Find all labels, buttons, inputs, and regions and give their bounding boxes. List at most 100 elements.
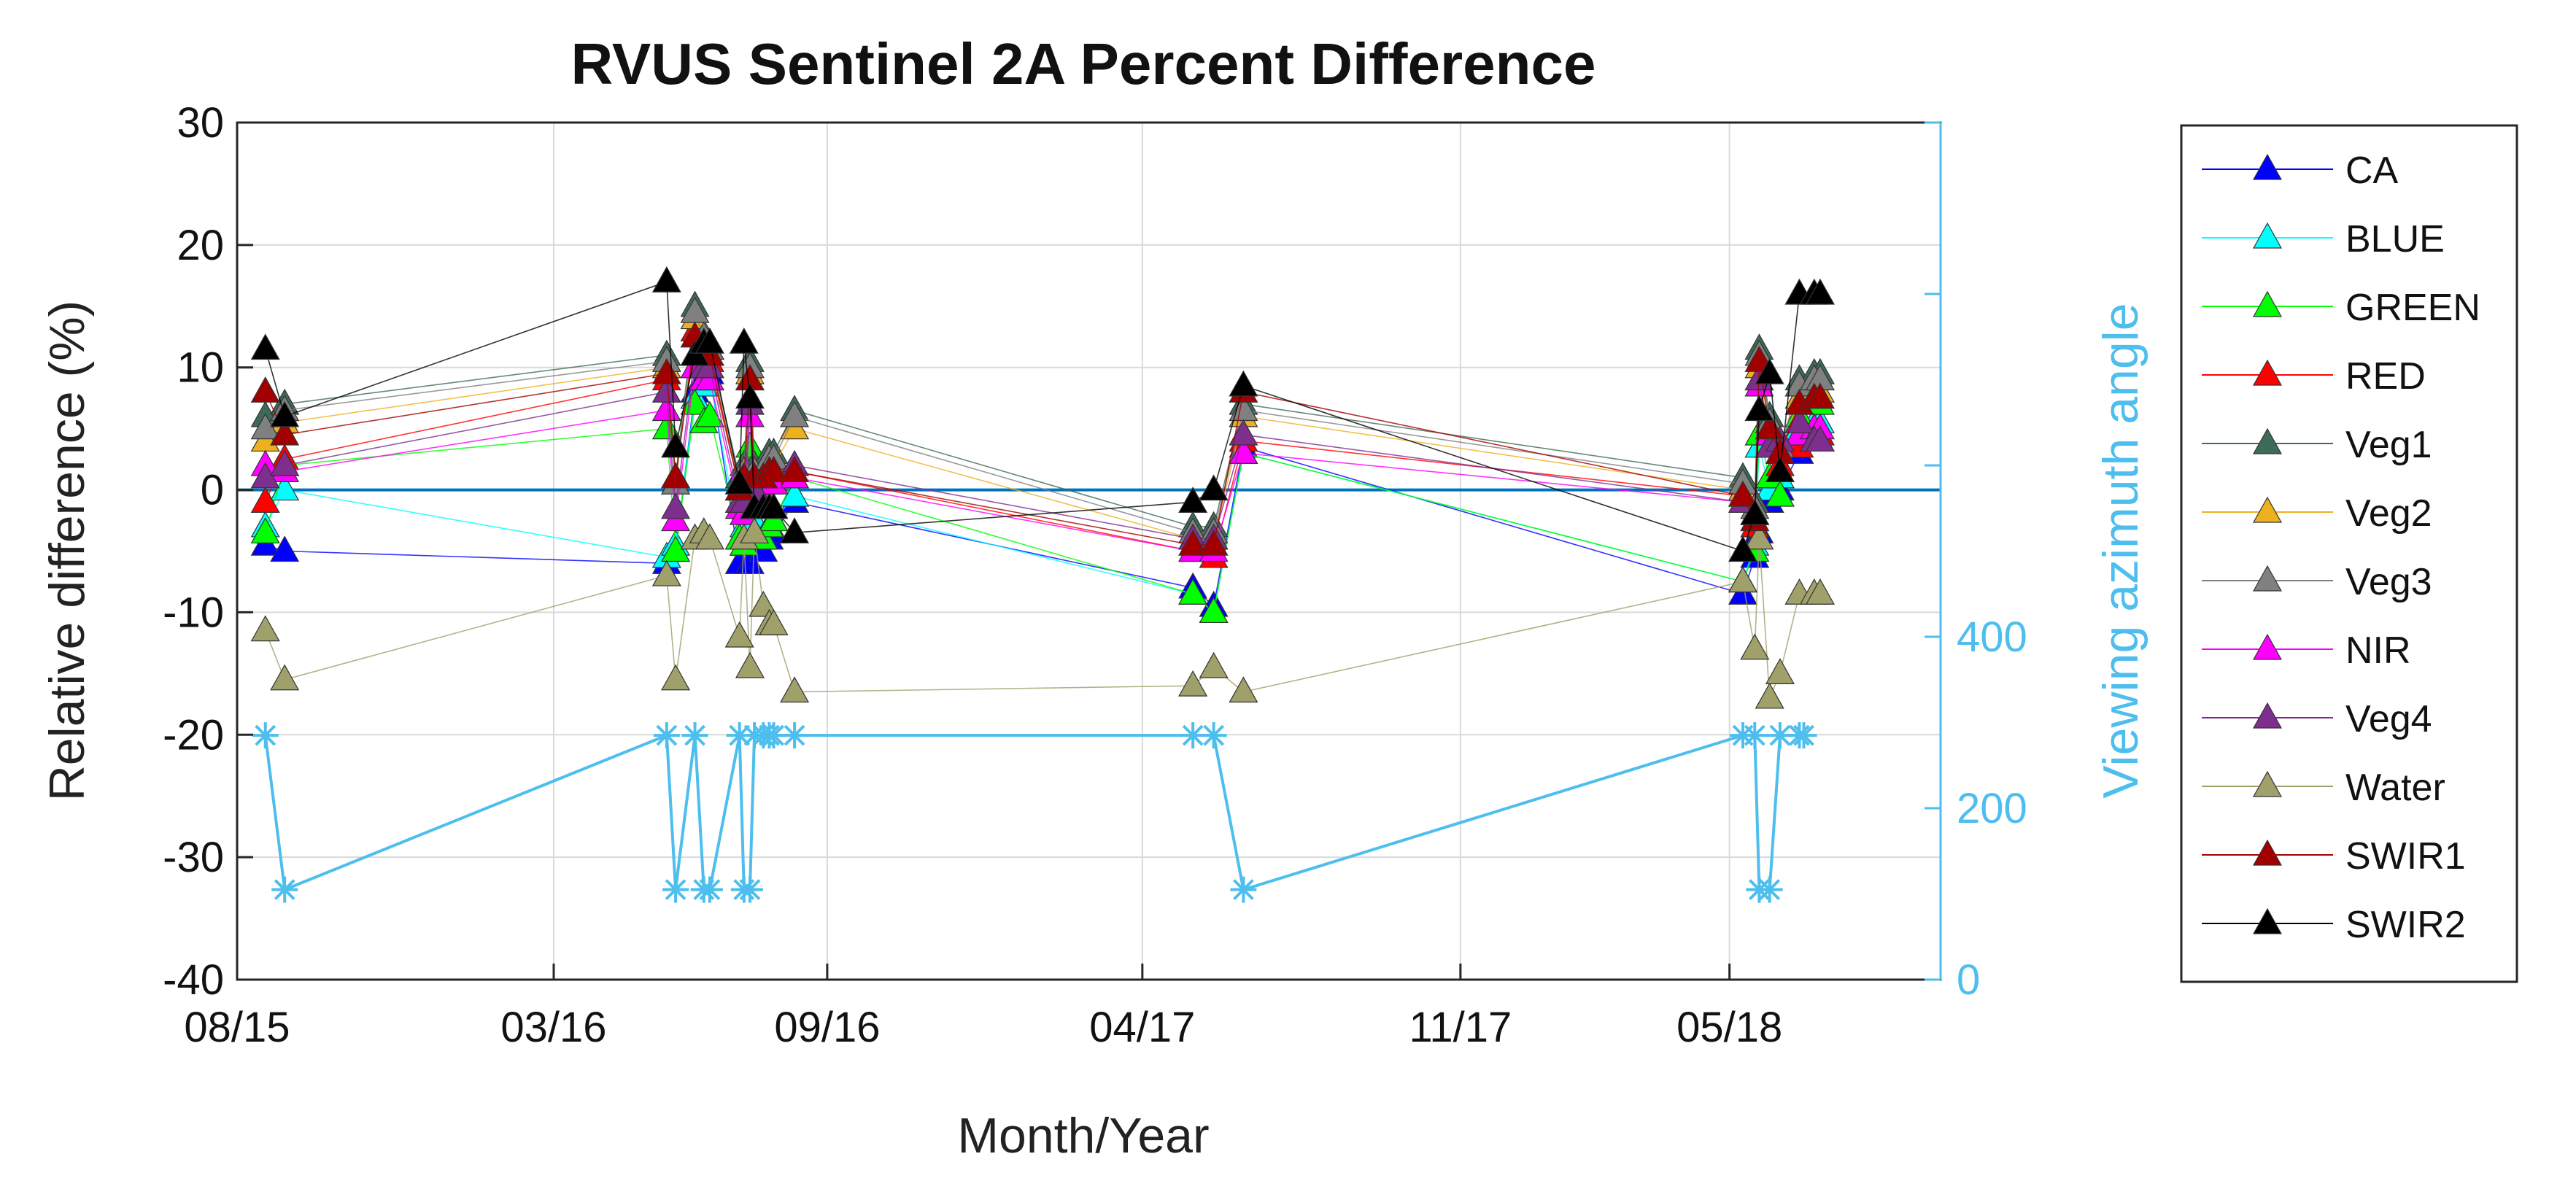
legend-marker (2252, 770, 2283, 797)
azimuth-point (653, 722, 680, 749)
data-point (250, 333, 280, 360)
legend-label: SWIR2 (2345, 904, 2466, 946)
azimuth-point (696, 876, 723, 903)
y-tick-label: -40 (163, 956, 224, 1004)
azimuth-point (1741, 722, 1768, 749)
azimuth-point (1200, 722, 1227, 749)
legend-marker (2252, 907, 2283, 934)
data-point (735, 431, 765, 458)
data-point (1805, 382, 1835, 409)
series-water (250, 517, 1835, 709)
data-point (1765, 658, 1795, 684)
legend-label: RED (2345, 355, 2426, 398)
data-point (270, 664, 300, 691)
y-tick-label: 30 (177, 99, 224, 147)
data-point (651, 559, 681, 586)
y-tick-label: 10 (177, 344, 224, 392)
series-group (250, 266, 1835, 709)
legend-item-nir: NIR (2202, 630, 2411, 672)
y2-tick-label: 400 (1957, 613, 2027, 661)
legend-item-veg2: Veg2 (2202, 492, 2432, 535)
data-point (270, 419, 300, 446)
legend-item-veg1: Veg1 (2202, 424, 2432, 466)
legend: CA BLUE GREEN RED Veg1 Veg2 Veg3 NIR Veg4 Water SW… (2180, 124, 2518, 983)
data-point (735, 382, 765, 409)
data-point (1199, 474, 1229, 501)
legend-label: SWIR1 (2345, 835, 2466, 878)
azimuth-point (781, 722, 808, 749)
data-point (729, 327, 759, 354)
data-point (270, 449, 300, 476)
data-point (1199, 529, 1229, 556)
legend-marker (2252, 633, 2283, 660)
data-point (661, 664, 691, 691)
legend-item-water: Water (2202, 767, 2445, 809)
data-point (270, 400, 300, 427)
azimuth-point (271, 876, 298, 903)
legend-item-swir1: SWIR1 (2202, 835, 2466, 878)
data-point (1728, 566, 1758, 593)
azimuth-point (662, 876, 689, 903)
legend-item-veg3: Veg3 (2202, 561, 2432, 603)
y2-tick-label: 0 (1957, 956, 1980, 1004)
legend-marker (2252, 565, 2283, 592)
legend-label: NIR (2345, 630, 2411, 672)
data-point (1199, 651, 1229, 678)
x-axis-ticks: 08/15 03/16 09/16 04/17 11/17 05/18 (184, 964, 1782, 1051)
x-tick-label: 04/17 (1089, 1004, 1195, 1051)
x-axis-label: Month/Year (957, 1108, 1209, 1163)
data-point (695, 400, 724, 427)
data-point (735, 651, 765, 678)
azimuth-point (736, 876, 763, 903)
y-axis-label: Relative difference (%) (39, 301, 95, 802)
data-point (651, 266, 681, 293)
data-point (270, 535, 300, 562)
data-point (651, 357, 681, 384)
data-point (250, 615, 280, 642)
data-point (724, 468, 754, 495)
data-point (1229, 419, 1258, 446)
data-point (759, 456, 789, 482)
legend-marker (2252, 153, 2283, 180)
legend-item-green: GREEN (2202, 287, 2480, 329)
data-point (1178, 529, 1208, 556)
data-point (1755, 413, 1784, 440)
data-point (661, 431, 691, 458)
y-tick-label: -10 (163, 589, 224, 636)
x-tick-label: 05/18 (1676, 1004, 1782, 1051)
legend-label: Veg3 (2345, 561, 2432, 603)
data-point (651, 376, 681, 403)
data-point (759, 608, 789, 635)
y-tick-label: 0 (201, 467, 224, 514)
chart-title: RVUS Sentinel 2A Percent Difference (571, 31, 1596, 96)
legend-marker (2252, 290, 2283, 317)
data-point (661, 462, 691, 489)
y-tick-label: -30 (163, 834, 224, 881)
data-point (1744, 395, 1774, 422)
data-point (1805, 578, 1835, 605)
legend-item-blue: BLUE (2202, 218, 2445, 260)
data-point (740, 517, 770, 543)
data-point (724, 621, 754, 648)
legend-marker (2252, 702, 2283, 729)
data-point (250, 517, 280, 543)
data-point (1765, 480, 1795, 507)
data-point (780, 400, 810, 427)
legend-item-veg4: Veg4 (2202, 698, 2432, 740)
legend-box (2180, 124, 2518, 983)
data-point (250, 487, 280, 513)
data-point (1744, 523, 1774, 550)
data-point (749, 590, 778, 617)
data-point (1755, 682, 1784, 709)
data-point (1805, 425, 1835, 452)
x-tick-label: 08/15 (184, 1004, 290, 1051)
legend-label: GREEN (2345, 287, 2480, 329)
data-point (1178, 578, 1208, 605)
legend-label: Water (2345, 767, 2445, 809)
y-axis-ticks: 30 20 10 0 -10 -20 -30 -40 (163, 99, 253, 1004)
legend-marker (2252, 839, 2283, 866)
x-tick-label: 11/17 (1409, 1004, 1512, 1051)
data-point (250, 376, 280, 403)
y2-tick-label: 200 (1957, 785, 2027, 832)
